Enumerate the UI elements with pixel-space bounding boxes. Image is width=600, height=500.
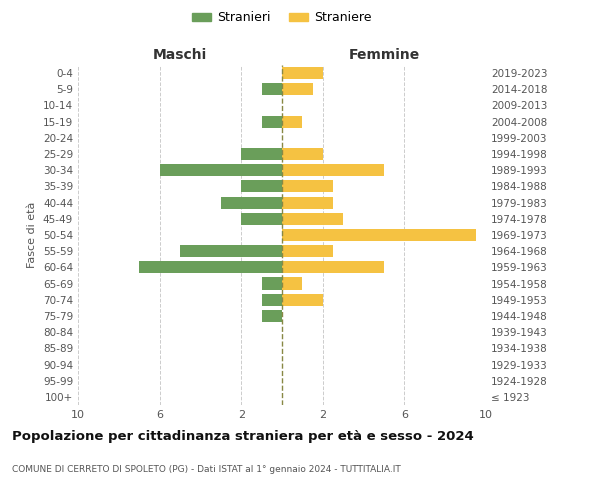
Text: Femmine: Femmine: [349, 48, 419, 62]
Bar: [282, 262, 384, 274]
Text: Popolazione per cittadinanza straniera per età e sesso - 2024: Popolazione per cittadinanza straniera p…: [12, 430, 474, 443]
Bar: [282, 83, 313, 96]
Bar: [241, 212, 282, 225]
Bar: [241, 180, 282, 192]
Bar: [262, 116, 282, 128]
Bar: [282, 278, 302, 289]
Bar: [160, 164, 282, 176]
Bar: [262, 278, 282, 289]
Bar: [221, 196, 282, 208]
Bar: [282, 148, 323, 160]
Bar: [180, 245, 282, 258]
Bar: [262, 294, 282, 306]
Bar: [282, 212, 343, 225]
Bar: [282, 294, 323, 306]
Bar: [262, 83, 282, 96]
Bar: [241, 148, 282, 160]
Bar: [262, 310, 282, 322]
Bar: [282, 180, 333, 192]
Text: Maschi: Maschi: [153, 48, 207, 62]
Y-axis label: Fasce di età: Fasce di età: [28, 202, 37, 268]
Bar: [282, 164, 384, 176]
Bar: [282, 116, 302, 128]
Bar: [282, 67, 323, 79]
Bar: [282, 196, 333, 208]
Bar: [139, 262, 282, 274]
Text: COMUNE DI CERRETO DI SPOLETO (PG) - Dati ISTAT al 1° gennaio 2024 - TUTTITALIA.I: COMUNE DI CERRETO DI SPOLETO (PG) - Dati…: [12, 465, 401, 474]
Bar: [282, 229, 476, 241]
Bar: [282, 245, 333, 258]
Legend: Stranieri, Straniere: Stranieri, Straniere: [187, 6, 377, 29]
